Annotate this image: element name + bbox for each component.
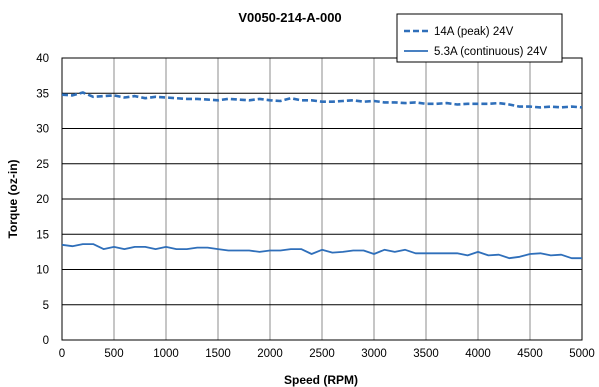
x-tick-label: 5000 xyxy=(569,348,595,360)
legend-label-continuous: 5.3A (continuous) 24V xyxy=(434,46,547,58)
y-tick-label: 40 xyxy=(36,53,49,65)
y-tick-label: 10 xyxy=(36,265,49,277)
legend-label-peak: 14A (peak) 24V xyxy=(434,26,514,38)
x-axis-label: Speed (RPM) xyxy=(284,373,358,387)
y-axis-label: Torque (oz-in) xyxy=(6,159,20,238)
x-tick-label: 0 xyxy=(59,348,65,360)
y-tick-label: 25 xyxy=(36,159,49,171)
x-tick-label: 3000 xyxy=(361,348,387,360)
chart-title: V0050-214-A-000 xyxy=(238,10,341,25)
series-line-continuous xyxy=(61,243,582,260)
y-tick-label: 5 xyxy=(43,300,49,312)
legend: 14A (peak) 24V 5.3A (continuous) 24V xyxy=(396,13,563,63)
series-line-peak xyxy=(61,91,583,109)
y-axis-ticks: 0 5 10 15 20 25 30 35 40 xyxy=(36,53,49,347)
legend-box xyxy=(396,13,563,63)
x-tick-label: 3500 xyxy=(413,348,439,360)
x-tick-label: 4500 xyxy=(517,348,543,360)
x-tick-label: 1500 xyxy=(205,348,231,360)
y-tick-label: 30 xyxy=(36,124,49,136)
x-tick-label: 1000 xyxy=(153,348,179,360)
x-tick-label: 2500 xyxy=(309,348,335,360)
x-tick-label: 2000 xyxy=(257,348,283,360)
x-tick-label: 4000 xyxy=(465,348,491,360)
x-axis-ticks: 0 500 1000 1500 2000 2500 3000 3500 4000 4500 5000 xyxy=(59,348,595,360)
grid xyxy=(61,57,583,341)
x-tick-label: 500 xyxy=(104,348,123,360)
y-tick-label: 35 xyxy=(36,88,49,100)
y-tick-label: 15 xyxy=(36,229,49,241)
plot-frame xyxy=(61,57,583,341)
y-tick-label: 0 xyxy=(43,335,49,347)
y-tick-label: 20 xyxy=(36,194,49,206)
series-layer xyxy=(61,91,583,260)
